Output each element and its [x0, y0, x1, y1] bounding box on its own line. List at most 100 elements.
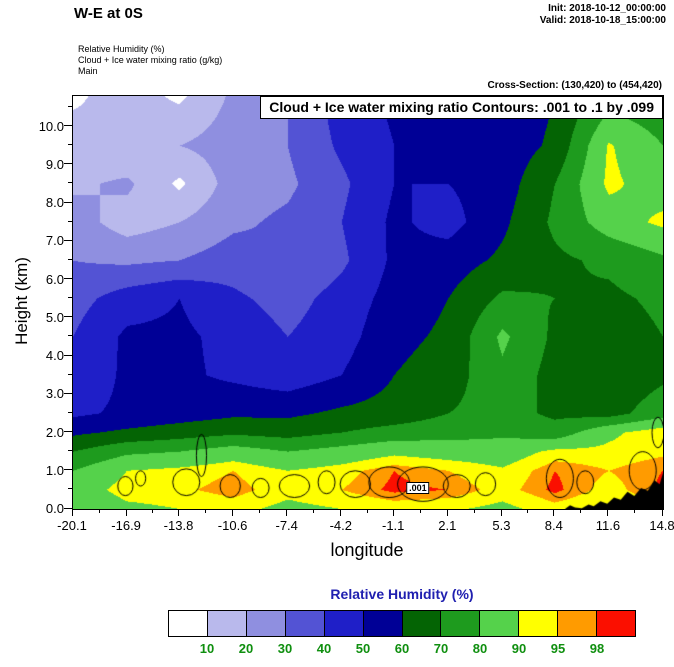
x-minor-tick [98, 509, 100, 513]
y-minor-tick [68, 258, 72, 260]
colorbar-cell [206, 610, 247, 637]
x-tick [553, 509, 555, 516]
contour-info-box: Cloud + Ice water mixing ratio Contours:… [260, 96, 663, 119]
x-minor-tick [527, 509, 529, 513]
colorbar-tick-label: 70 [433, 641, 449, 656]
init-valid-block: Init: 2018-10-12_00:00:00 Valid: 2018-10… [540, 3, 666, 27]
colorbar-cell [284, 610, 325, 637]
y-tick-label: 8.0 [45, 195, 64, 211]
y-tick-label: 3.0 [45, 386, 64, 402]
x-minor-tick [634, 509, 636, 513]
colorbar-cell [401, 610, 442, 637]
y-tick [64, 239, 72, 241]
x-minor-tick [151, 509, 153, 513]
x-minor-tick [259, 509, 261, 513]
x-tick-label: -16.9 [111, 518, 141, 533]
y-tick-label: 1.0 [45, 462, 64, 478]
x-tick-label: -1.1 [382, 518, 405, 533]
y-tick-label: 4.0 [45, 348, 64, 364]
colorbar-tick-label: 60 [394, 641, 410, 656]
y-minor-tick [68, 220, 72, 222]
colorbar-tick-label: 50 [355, 641, 371, 656]
colorbar-cell [168, 610, 208, 637]
colorbar-tick-label: 30 [277, 641, 293, 656]
colorbar-tick-label: 90 [511, 641, 527, 656]
colorbar-bar [168, 610, 637, 637]
x-axis-title: longitude [330, 540, 404, 560]
y-tick-label: 6.0 [45, 271, 64, 287]
x-tick-label: 2.1 [438, 518, 457, 533]
y-tick [64, 354, 72, 356]
colorbar-tick-label: 40 [316, 641, 332, 656]
x-minor-tick [419, 509, 421, 513]
colorbar-cell [557, 610, 598, 637]
colorbar-cell [479, 610, 520, 637]
field-line-rh: Relative Humidity (%) [78, 44, 165, 54]
x-tick [661, 509, 663, 516]
colorbar-cell [323, 610, 364, 637]
x-tick [286, 509, 288, 516]
rh-field-canvas [73, 96, 663, 509]
y-tick-label: 7.0 [45, 233, 64, 249]
x-minor-tick [366, 509, 368, 513]
y-tick-label: 0.0 [45, 501, 64, 516]
y-minor-tick [68, 297, 72, 299]
y-tick-label: 10.0 [38, 118, 64, 134]
field-list: Relative Humidity (%) Cloud + Ice water … [78, 44, 222, 77]
valid-time-label: Valid: 2018-10-18_15:00:00 [539, 15, 666, 26]
x-tick-label: -7.4 [275, 518, 298, 533]
x-tick-label: 5.3 [492, 518, 511, 533]
x-minor-tick [205, 509, 207, 513]
init-time-label: Init: 2018-10-12_00:00:00 [548, 3, 666, 14]
x-minor-tick [473, 509, 475, 513]
field-line-cloud: Cloud + Ice water mixing ratio (g/kg) [78, 55, 223, 65]
colorbar-cell [518, 610, 559, 637]
x-tick [178, 509, 179, 516]
y-tick [64, 469, 72, 471]
colorbar-cell [362, 610, 403, 637]
y-axis-title: Height (km) [12, 257, 31, 345]
colorbar: 10 20 30 40 50 60 70 80 90 95 98 [168, 610, 637, 660]
x-minor-tick [313, 509, 315, 513]
y-tick [64, 431, 72, 433]
x-tick [340, 509, 342, 516]
y-tick-label: 9.0 [45, 156, 64, 172]
y-tick [64, 507, 72, 509]
colorbar-tick-label: 95 [550, 641, 566, 656]
colorbar-tick-label: 98 [589, 641, 605, 656]
x-tick-label: 14.8 [649, 518, 674, 533]
x-tick-label: 11.6 [595, 518, 621, 533]
page-title: W-E at 0S [74, 5, 143, 22]
x-tick [71, 509, 73, 516]
y-tick [64, 125, 72, 127]
y-minor-tick [68, 105, 72, 107]
cross-section-label: Cross-Section: (130,420) to (454,420) [487, 80, 662, 91]
x-tick [446, 509, 448, 516]
x-tick [125, 509, 127, 516]
x-tick-label: -4.2 [329, 518, 352, 533]
field-line-main: Main [78, 66, 98, 76]
y-minor-tick [68, 182, 72, 184]
y-tick-label: 2.0 [45, 424, 64, 440]
cloud-contour-value-label: .001 [406, 481, 430, 494]
x-tick [500, 509, 502, 516]
x-tick-label: -13.8 [163, 518, 194, 533]
y-tick [64, 392, 72, 394]
y-minor-tick [68, 335, 72, 337]
y-minor-tick [68, 488, 72, 490]
x-tick-label: -10.6 [217, 518, 248, 533]
colorbar-cell [245, 610, 286, 637]
x-tick [232, 509, 234, 516]
x-tick [607, 509, 609, 516]
colorbar-tick-label: 10 [199, 641, 215, 656]
y-tick [64, 278, 72, 280]
colorbar-tick-label: 80 [472, 641, 488, 656]
colorbar-cell [440, 610, 481, 637]
plot-area: Cloud + Ice water mixing ratio Contours:… [72, 95, 664, 510]
y-minor-tick [68, 144, 72, 146]
colorbar-title: Relative Humidity (%) [330, 586, 474, 602]
y-tick [64, 316, 72, 318]
x-tick [392, 509, 394, 516]
x-minor-tick [580, 509, 582, 513]
